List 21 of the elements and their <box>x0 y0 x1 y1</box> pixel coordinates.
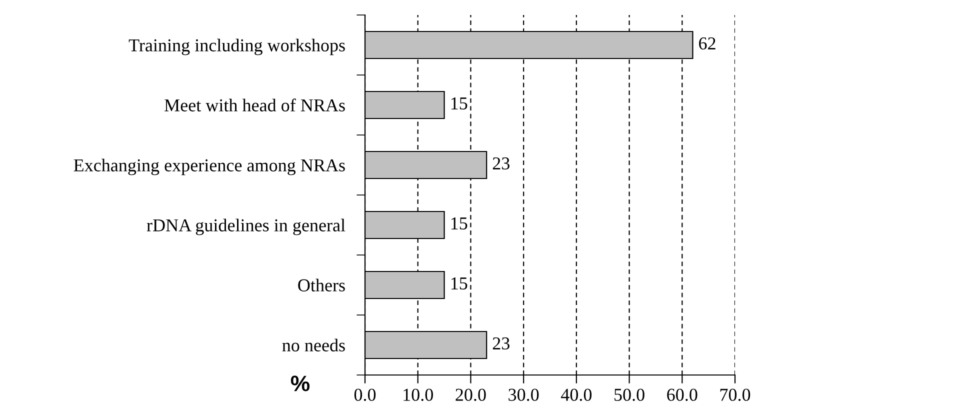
data-label: 62 <box>699 37 716 50</box>
y-tick-label: no needs <box>282 338 345 352</box>
data-label: 15 <box>451 277 468 290</box>
x-tick-label: 40.0 <box>560 388 592 401</box>
x-tick-label: 70.0 <box>720 388 750 401</box>
y-tick-label: Others <box>298 278 345 292</box>
data-label: 15 <box>451 217 468 230</box>
x-tick-label: 30.0 <box>508 388 539 401</box>
x-tick-label: 0.0 <box>354 388 376 401</box>
x-tick-label: 10.0 <box>404 388 433 401</box>
y-tick-label: Training including workshops <box>128 38 345 56</box>
y-tick-label: Exchanging experience among NRAs <box>74 158 345 176</box>
x-tick-label: 20.0 <box>456 388 486 401</box>
y-tick-label: rDNA guidelines in general <box>146 218 346 236</box>
x-tick-label: 50.0 <box>614 388 644 401</box>
y-tick-label: Meet with head of NRAs <box>164 98 345 112</box>
data-label: 23 <box>492 337 510 350</box>
x-axis-title: % <box>290 376 310 392</box>
data-label: 23 <box>492 157 510 170</box>
x-tick-label: 60.0 <box>667 388 698 401</box>
data-label: 15 <box>451 97 468 110</box>
